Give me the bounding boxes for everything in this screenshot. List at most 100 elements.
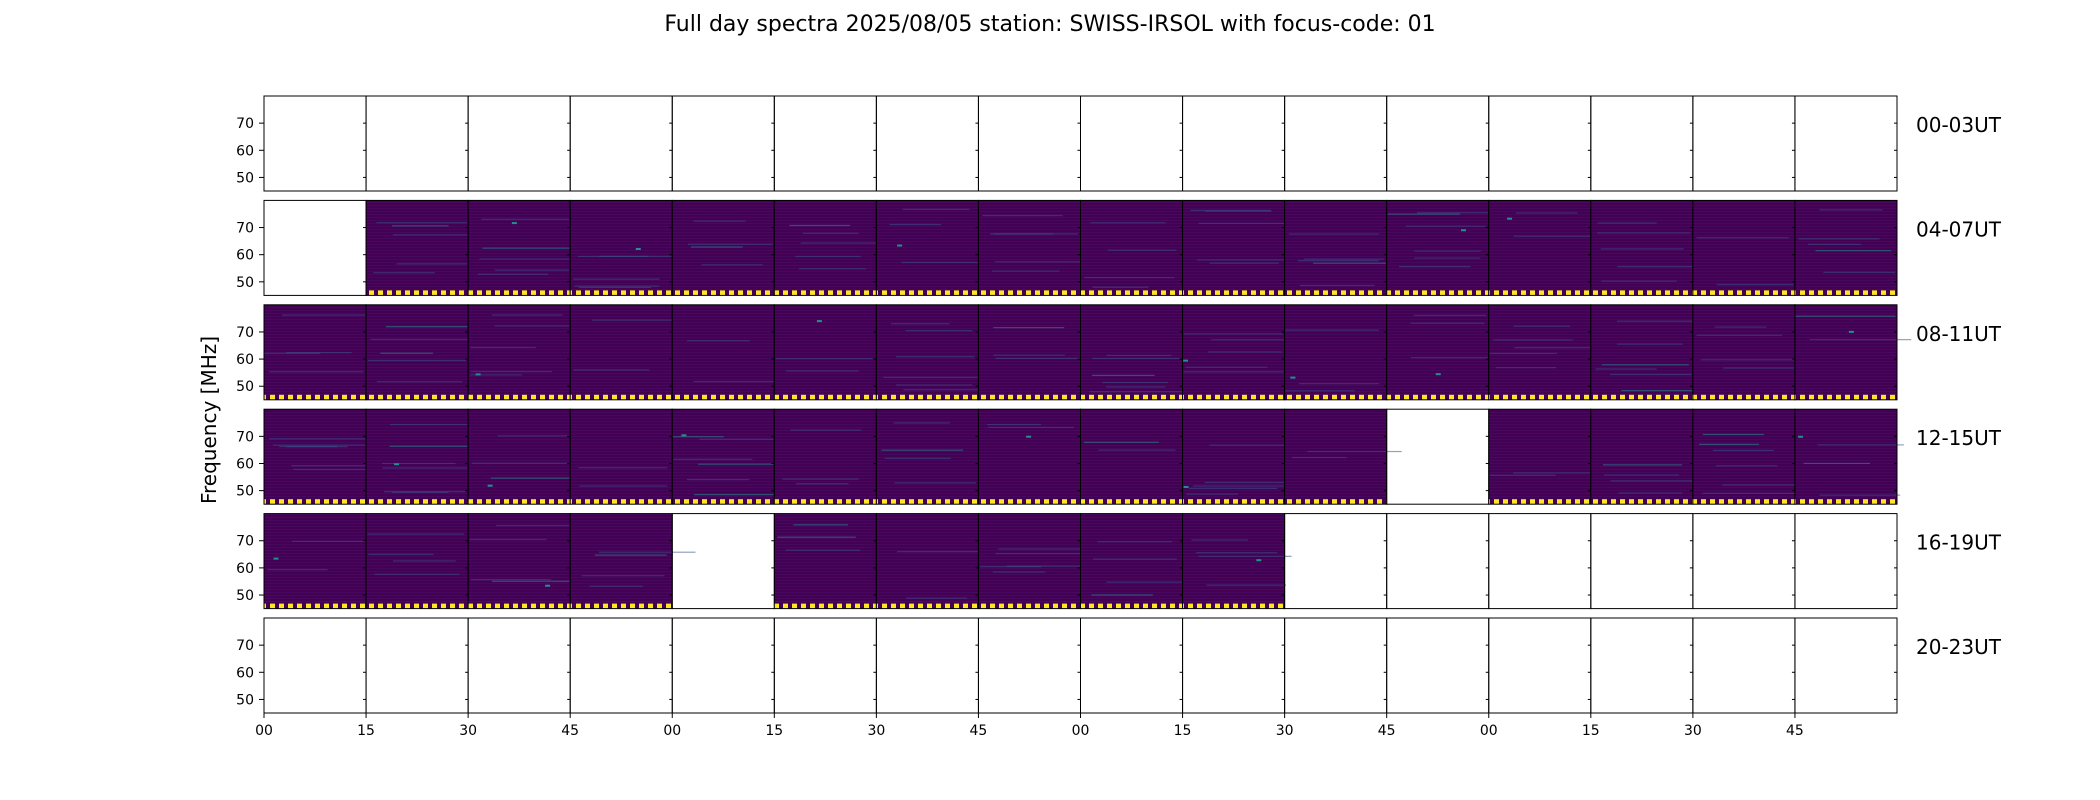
spectrum-heatmap bbox=[570, 513, 673, 609]
rfi-streak bbox=[292, 540, 375, 542]
rfi-streak bbox=[272, 444, 374, 446]
rfi-streak bbox=[993, 327, 1065, 329]
spectrum-panel bbox=[773, 199, 881, 296]
spectrum-panel bbox=[773, 95, 877, 192]
marker-band bbox=[1284, 290, 1387, 296]
marker-band bbox=[264, 394, 367, 400]
bright-spot bbox=[1183, 359, 1189, 362]
rfi-streak bbox=[1193, 485, 1288, 487]
spectrum-heatmap bbox=[1284, 304, 1387, 400]
rfi-streak bbox=[374, 573, 460, 575]
rfi-streak bbox=[385, 326, 472, 328]
rfi-streak bbox=[1809, 339, 1912, 341]
rfi-streak bbox=[393, 234, 481, 236]
rfi-streak bbox=[1702, 492, 1801, 494]
panel-frame bbox=[1080, 617, 1184, 714]
rfi-streak bbox=[1083, 441, 1159, 443]
rfi-streak bbox=[1817, 444, 1904, 446]
rfi-streak bbox=[690, 246, 743, 248]
spectrum-panel bbox=[1080, 95, 1184, 192]
spectrum-panel bbox=[977, 408, 1081, 505]
spectrum-heatmap bbox=[1488, 200, 1591, 296]
panel-frame bbox=[569, 95, 673, 192]
marker-band bbox=[1794, 394, 1897, 400]
marker-band bbox=[774, 499, 877, 505]
rfi-streak bbox=[389, 445, 481, 447]
spectrum-panel bbox=[467, 513, 593, 610]
panel-frame bbox=[467, 617, 571, 714]
marker-band bbox=[1080, 394, 1183, 400]
rfi-streak bbox=[782, 478, 859, 480]
spectrum-heatmap bbox=[1590, 200, 1693, 296]
marker-band bbox=[672, 290, 775, 296]
spectrum-heatmap bbox=[978, 409, 1081, 505]
rfi-streak bbox=[790, 429, 862, 431]
rfi-streak bbox=[1196, 552, 1278, 554]
rfi-streak bbox=[1191, 539, 1249, 541]
marker-band bbox=[366, 394, 469, 400]
marker-band bbox=[1692, 290, 1795, 296]
spectrum-panel bbox=[569, 95, 673, 192]
bright-spot bbox=[511, 222, 517, 225]
bright-spot bbox=[1183, 486, 1189, 489]
spectrum-panel bbox=[1386, 199, 1509, 296]
spectrum-panel bbox=[1692, 617, 1796, 714]
rfi-streak bbox=[1596, 232, 1691, 234]
spectrum-panel bbox=[1488, 408, 1611, 505]
rfi-streak bbox=[492, 580, 593, 582]
panel-frame bbox=[1794, 617, 1898, 714]
rfi-streak bbox=[1097, 541, 1173, 543]
rfi-streak bbox=[367, 533, 465, 535]
y-tick-label: 60 bbox=[236, 456, 254, 472]
rfi-streak bbox=[1089, 391, 1187, 393]
chart-title: Full day spectra 2025/08/05 station: SWI… bbox=[664, 12, 1436, 37]
rfi-streak bbox=[1815, 250, 1891, 252]
rfi-streak bbox=[1198, 222, 1287, 224]
rfi-streak bbox=[1700, 359, 1800, 361]
rfi-streak bbox=[1092, 286, 1149, 288]
marker-band bbox=[468, 603, 571, 609]
bright-spot bbox=[475, 373, 481, 376]
spectrum-panel bbox=[1386, 617, 1490, 714]
marker-band bbox=[570, 499, 673, 505]
spectrum-panel bbox=[365, 304, 473, 401]
spectrum-heatmap bbox=[774, 513, 877, 609]
x-tick-label: 00 bbox=[1072, 723, 1090, 739]
spectrum-panel bbox=[365, 617, 469, 714]
rfi-streak bbox=[800, 242, 881, 244]
bright-spot bbox=[1290, 376, 1296, 379]
panel-frame bbox=[773, 617, 877, 714]
rfi-streak bbox=[789, 224, 851, 227]
spectrum-panel bbox=[1692, 513, 1796, 610]
panel-frame bbox=[1794, 408, 1898, 505]
rfi-streak bbox=[902, 208, 970, 210]
rfi-streak bbox=[1714, 326, 1767, 328]
spectrum-panel bbox=[977, 513, 1094, 610]
rfi-streak bbox=[1597, 222, 1657, 224]
x-tick-label: 15 bbox=[1174, 723, 1192, 739]
rfi-streak bbox=[469, 538, 547, 541]
rfi-streak bbox=[1091, 594, 1153, 596]
spectrum-panel bbox=[1386, 513, 1490, 610]
marker-band bbox=[1794, 290, 1897, 296]
panel-frame bbox=[1488, 513, 1592, 610]
spectrum-panel bbox=[773, 408, 877, 505]
rfi-streak bbox=[1595, 368, 1657, 370]
rfi-streak bbox=[1204, 481, 1291, 484]
rfi-streak bbox=[1798, 238, 1880, 240]
rfi-streak bbox=[396, 263, 483, 265]
spectrum-panel bbox=[1794, 95, 1898, 192]
marker-band bbox=[978, 603, 1081, 609]
rfi-streak bbox=[802, 232, 859, 234]
rfi-streak bbox=[1803, 462, 1871, 465]
panel-frame bbox=[671, 617, 775, 714]
panel-frame bbox=[1692, 513, 1796, 610]
spectrum-panel bbox=[365, 199, 483, 296]
marker-band bbox=[1692, 394, 1795, 400]
rfi-streak bbox=[1292, 456, 1347, 459]
rfi-streak bbox=[380, 352, 433, 354]
spectrum-heatmap bbox=[672, 304, 775, 400]
panel-frame bbox=[1080, 95, 1184, 192]
x-tick-label: 30 bbox=[1276, 723, 1294, 739]
spectrum-panel bbox=[977, 617, 1081, 714]
